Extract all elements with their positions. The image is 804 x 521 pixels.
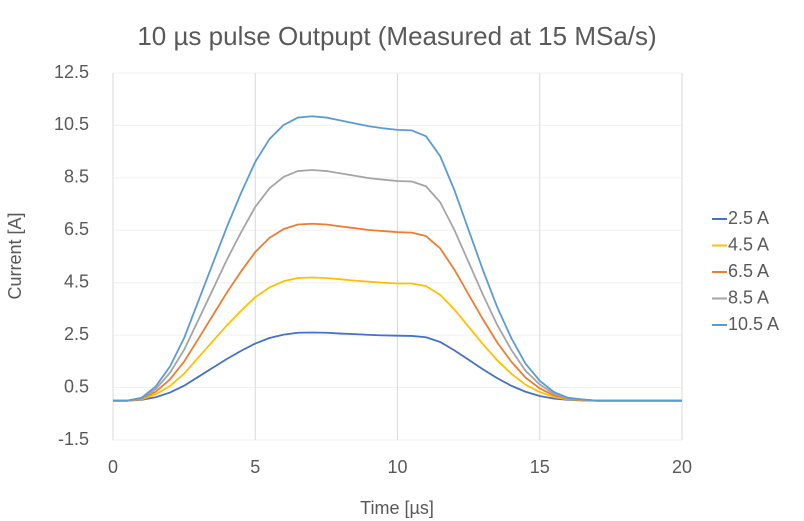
legend-label: 4.5 A: [728, 234, 769, 254]
y-tick-label: 0.5: [64, 376, 89, 396]
y-tick-label: 12.5: [54, 62, 89, 82]
y-tick-label: 4.5: [64, 271, 89, 291]
chart-title: 10 µs pulse Outpupt (Measured at 15 MSa/…: [137, 21, 656, 51]
y-tick-label: 8.5: [64, 167, 89, 187]
legend-label: 2.5 A: [728, 208, 769, 228]
x-tick-label: 5: [250, 457, 260, 477]
y-tick-label: 10.5: [54, 114, 89, 134]
y-axis-label: Current [A]: [5, 212, 25, 299]
x-axis-label: Time [µs]: [360, 498, 434, 518]
legend-label: 8.5 A: [728, 287, 769, 307]
x-tick-label: 15: [530, 457, 550, 477]
y-tick-label: 6.5: [64, 219, 89, 239]
x-tick-label: 10: [387, 457, 407, 477]
y-tick-label: -1.5: [58, 429, 89, 449]
legend-label: 6.5 A: [728, 261, 769, 281]
series-line: [113, 115, 682, 402]
x-tick-label: 20: [672, 457, 692, 477]
legend-label: 10.5 A: [728, 314, 779, 334]
x-tick-label: 0: [108, 457, 118, 477]
y-tick-label: 2.5: [64, 324, 89, 344]
